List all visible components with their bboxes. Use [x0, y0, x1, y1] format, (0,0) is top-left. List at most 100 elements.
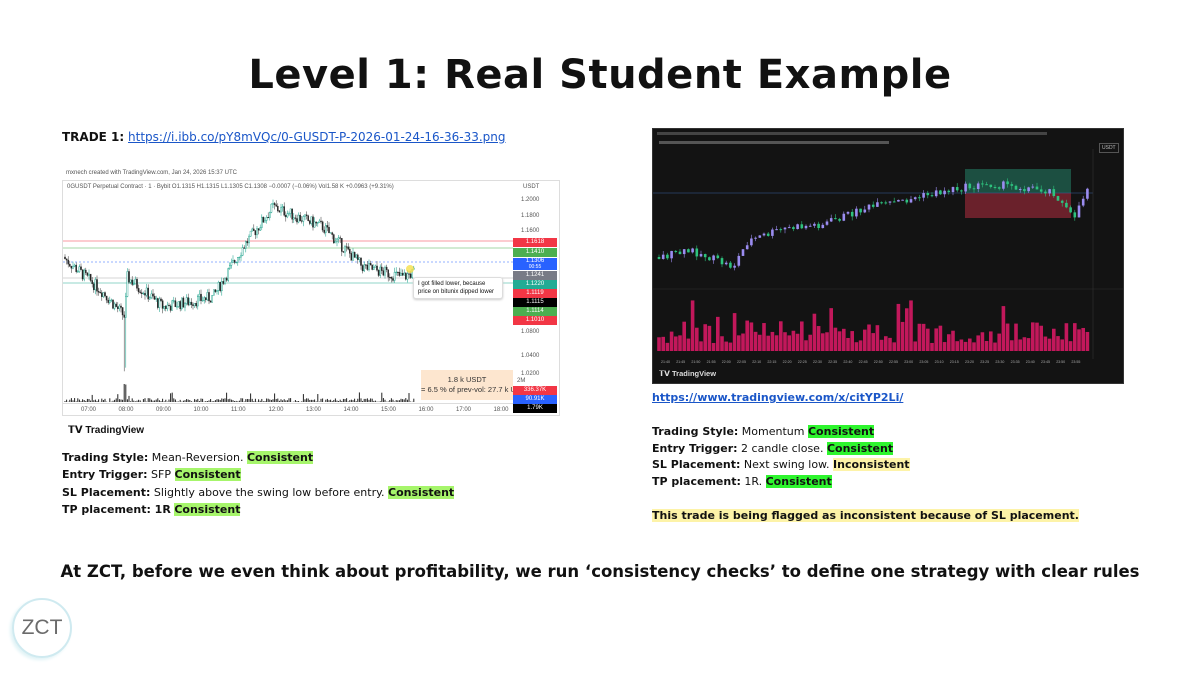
- price-tag: 1.1241: [513, 271, 557, 280]
- candle: [1010, 184, 1014, 186]
- candle: [169, 305, 172, 311]
- candle: [901, 199, 904, 201]
- x-tick: 08:00: [118, 407, 134, 413]
- x-tick: 23:30: [995, 360, 1004, 364]
- volume-bar: [219, 399, 221, 402]
- y-tick: 1.1600: [521, 228, 540, 234]
- volume-bar: [373, 400, 375, 402]
- volume-bar: [211, 401, 213, 402]
- candle: [829, 218, 833, 222]
- volume-bar: [661, 336, 665, 351]
- volume-bar: [104, 398, 106, 402]
- volume-bar: [858, 340, 863, 351]
- candle: [339, 237, 342, 239]
- volume-bar: [114, 399, 116, 402]
- candle: [909, 199, 913, 203]
- volume-bar: [1056, 336, 1060, 351]
- volume-bar: [703, 324, 707, 351]
- volume-bar: [131, 398, 133, 402]
- candle: [112, 299, 114, 309]
- volume-bar: [162, 398, 164, 402]
- note-line: TP placement: 1R. Consistent: [652, 474, 910, 491]
- x-tick: 23:25: [980, 360, 989, 364]
- volume-bar: [695, 327, 699, 351]
- volume-bar: [70, 398, 72, 402]
- volume-bar: [938, 325, 943, 351]
- volume-bar: [237, 401, 239, 402]
- volume-bar: [64, 401, 66, 402]
- volume-bar: [779, 321, 783, 351]
- candle: [225, 278, 228, 281]
- volume-bar: [66, 399, 68, 402]
- candle: [102, 292, 105, 297]
- status-highlight: Consistent: [174, 502, 241, 516]
- candle: [808, 225, 812, 227]
- candle: [1039, 189, 1043, 192]
- volume-bar: [1047, 338, 1052, 351]
- volume-bar: [302, 394, 304, 402]
- candle: [695, 248, 699, 257]
- volume-bar: [758, 334, 762, 351]
- volume-bar: [379, 401, 381, 402]
- candle: [93, 283, 95, 291]
- candle: [365, 264, 367, 266]
- candle: [1069, 207, 1072, 213]
- candle: [264, 220, 266, 223]
- candle: [85, 269, 87, 274]
- candle: [193, 303, 196, 306]
- candle: [326, 225, 329, 228]
- x-tick: 23:00: [904, 360, 913, 364]
- candle: [1052, 189, 1056, 197]
- volume-bar: [330, 399, 332, 402]
- candle: [158, 298, 161, 308]
- volume-bar: [334, 398, 336, 402]
- volume-bar: [926, 328, 930, 351]
- candle: [140, 292, 143, 295]
- candle: [153, 295, 156, 300]
- right-chart-canvas: 21:40 21:45 21:50 21:55 22:00 22:05 22:10 22:15…: [653, 149, 1123, 364]
- footer-statement: At ZCT, before we even think about profi…: [60, 562, 1140, 581]
- candle: [792, 227, 795, 230]
- volume-bar: [816, 326, 821, 351]
- candle: [208, 292, 210, 302]
- volume-bar: [307, 398, 309, 402]
- volume-bar: [362, 400, 364, 402]
- candle: [284, 215, 287, 218]
- candle: [345, 246, 348, 248]
- volume-bar: [1077, 329, 1081, 351]
- candle: [203, 297, 206, 301]
- slide-title: Level 1: Real Student Example: [248, 52, 952, 98]
- note-line: TP placement: 1R Consistent: [62, 501, 454, 518]
- x-tick: 21:45: [676, 360, 685, 364]
- candle: [993, 186, 997, 188]
- volume-bar: [349, 400, 351, 402]
- volume-bar: [328, 400, 330, 402]
- x-tick: 13:00: [306, 407, 322, 413]
- candle: [89, 273, 92, 281]
- volume-bar: [1043, 336, 1048, 351]
- volume-bar: [382, 398, 384, 402]
- volume-bar: [657, 337, 661, 351]
- candle: [289, 208, 292, 214]
- candle: [972, 188, 976, 190]
- time-axis[interactable]: 07:00 08:00 09:00 10:00 11:00 12:00 13:00 14:00…: [63, 403, 513, 415]
- price-axis[interactable]: 1.2000 1.1800 1.1600 1.0800 1.0400 1.0200 1.16…: [513, 181, 559, 415]
- trade-1-link[interactable]: https://i.ibb.co/pY8mVQc/0-GUSDT-P-2026-…: [128, 130, 506, 144]
- candle: [118, 305, 121, 310]
- trade-2-link[interactable]: https://www.tradingview.com/x/citYP2Li/: [652, 391, 904, 404]
- tradingview-icon: 𝗧𝗩: [68, 425, 86, 436]
- candle: [336, 238, 338, 242]
- candle: [292, 217, 295, 220]
- volume-bar: [214, 400, 216, 402]
- tradingview-logo: 𝗧𝗩 TradingView: [68, 425, 144, 436]
- volume-bar: [342, 398, 344, 402]
- x-tick: 14:00: [343, 407, 359, 413]
- candle: [270, 203, 273, 213]
- flag-message: This trade is being flagged as inconsist…: [652, 507, 1079, 524]
- candle: [888, 201, 892, 203]
- candle: [139, 291, 141, 293]
- volume-bar: [147, 398, 149, 402]
- volume-bar: [258, 399, 260, 402]
- x-tick: 23:50: [1056, 360, 1065, 364]
- candle: [344, 246, 346, 253]
